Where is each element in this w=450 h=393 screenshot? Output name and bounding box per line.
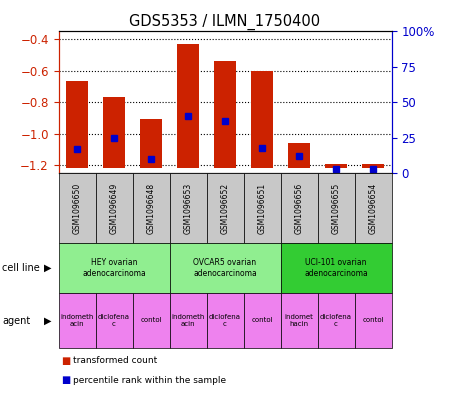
Bar [214, 61, 236, 168]
Bar [288, 143, 310, 168]
Text: contol: contol [362, 318, 384, 323]
Text: ▶: ▶ [44, 316, 52, 325]
Bar [362, 163, 384, 168]
Bar [95, 293, 132, 348]
Bar [132, 173, 170, 243]
Text: diclofena
c: diclofena c [98, 314, 130, 327]
Bar [318, 173, 355, 243]
Text: contol: contol [251, 318, 273, 323]
Text: diclofena
c: diclofena c [320, 314, 352, 327]
Bar [58, 173, 95, 243]
Title: GDS5353 / ILMN_1750400: GDS5353 / ILMN_1750400 [130, 14, 320, 30]
Text: ▶: ▶ [44, 263, 52, 273]
Bar [58, 293, 95, 348]
Text: GSM1096651: GSM1096651 [257, 182, 266, 233]
Bar [280, 173, 318, 243]
Bar [355, 173, 392, 243]
Text: cell line: cell line [2, 263, 40, 273]
Text: GSM1096653: GSM1096653 [184, 182, 193, 233]
Bar [243, 293, 280, 348]
Text: indometh
acin: indometh acin [171, 314, 205, 327]
Bar [325, 163, 347, 168]
Text: GSM1096652: GSM1096652 [220, 182, 230, 233]
Text: ■: ■ [61, 356, 70, 365]
Bar [280, 243, 392, 293]
Text: GSM1096655: GSM1096655 [332, 182, 341, 233]
Bar [58, 243, 170, 293]
Bar [132, 293, 170, 348]
Text: indomet
hacin: indomet hacin [284, 314, 314, 327]
Text: OVCAR5 ovarian
adenocarcinoma: OVCAR5 ovarian adenocarcinoma [193, 258, 257, 278]
Text: GSM1096649: GSM1096649 [109, 182, 118, 233]
Bar [170, 243, 280, 293]
Text: percentile rank within the sample: percentile rank within the sample [73, 376, 226, 385]
Text: diclofena
c: diclofena c [209, 314, 241, 327]
Text: HEY ovarian
adenocarcinoma: HEY ovarian adenocarcinoma [82, 258, 146, 278]
Text: GSM1096654: GSM1096654 [369, 182, 378, 233]
Bar [170, 293, 207, 348]
Bar [251, 71, 273, 168]
Text: agent: agent [2, 316, 31, 325]
Bar [103, 97, 125, 168]
Text: contol: contol [140, 318, 162, 323]
Text: GSM1096650: GSM1096650 [72, 182, 81, 233]
Bar [140, 119, 162, 168]
Bar [243, 173, 280, 243]
Bar [207, 293, 243, 348]
Bar [66, 81, 88, 168]
Bar [355, 293, 392, 348]
Bar [207, 173, 243, 243]
Text: transformed count: transformed count [73, 356, 157, 365]
Bar [177, 44, 199, 168]
Text: UCI-101 ovarian
adenocarcinoma: UCI-101 ovarian adenocarcinoma [304, 258, 368, 278]
Bar [318, 293, 355, 348]
Text: GSM1096648: GSM1096648 [147, 182, 156, 233]
Text: GSM1096656: GSM1096656 [294, 182, 303, 233]
Bar [170, 173, 207, 243]
Bar [280, 293, 318, 348]
Bar [95, 173, 132, 243]
Text: ■: ■ [61, 375, 70, 386]
Text: indometh
acin: indometh acin [60, 314, 94, 327]
